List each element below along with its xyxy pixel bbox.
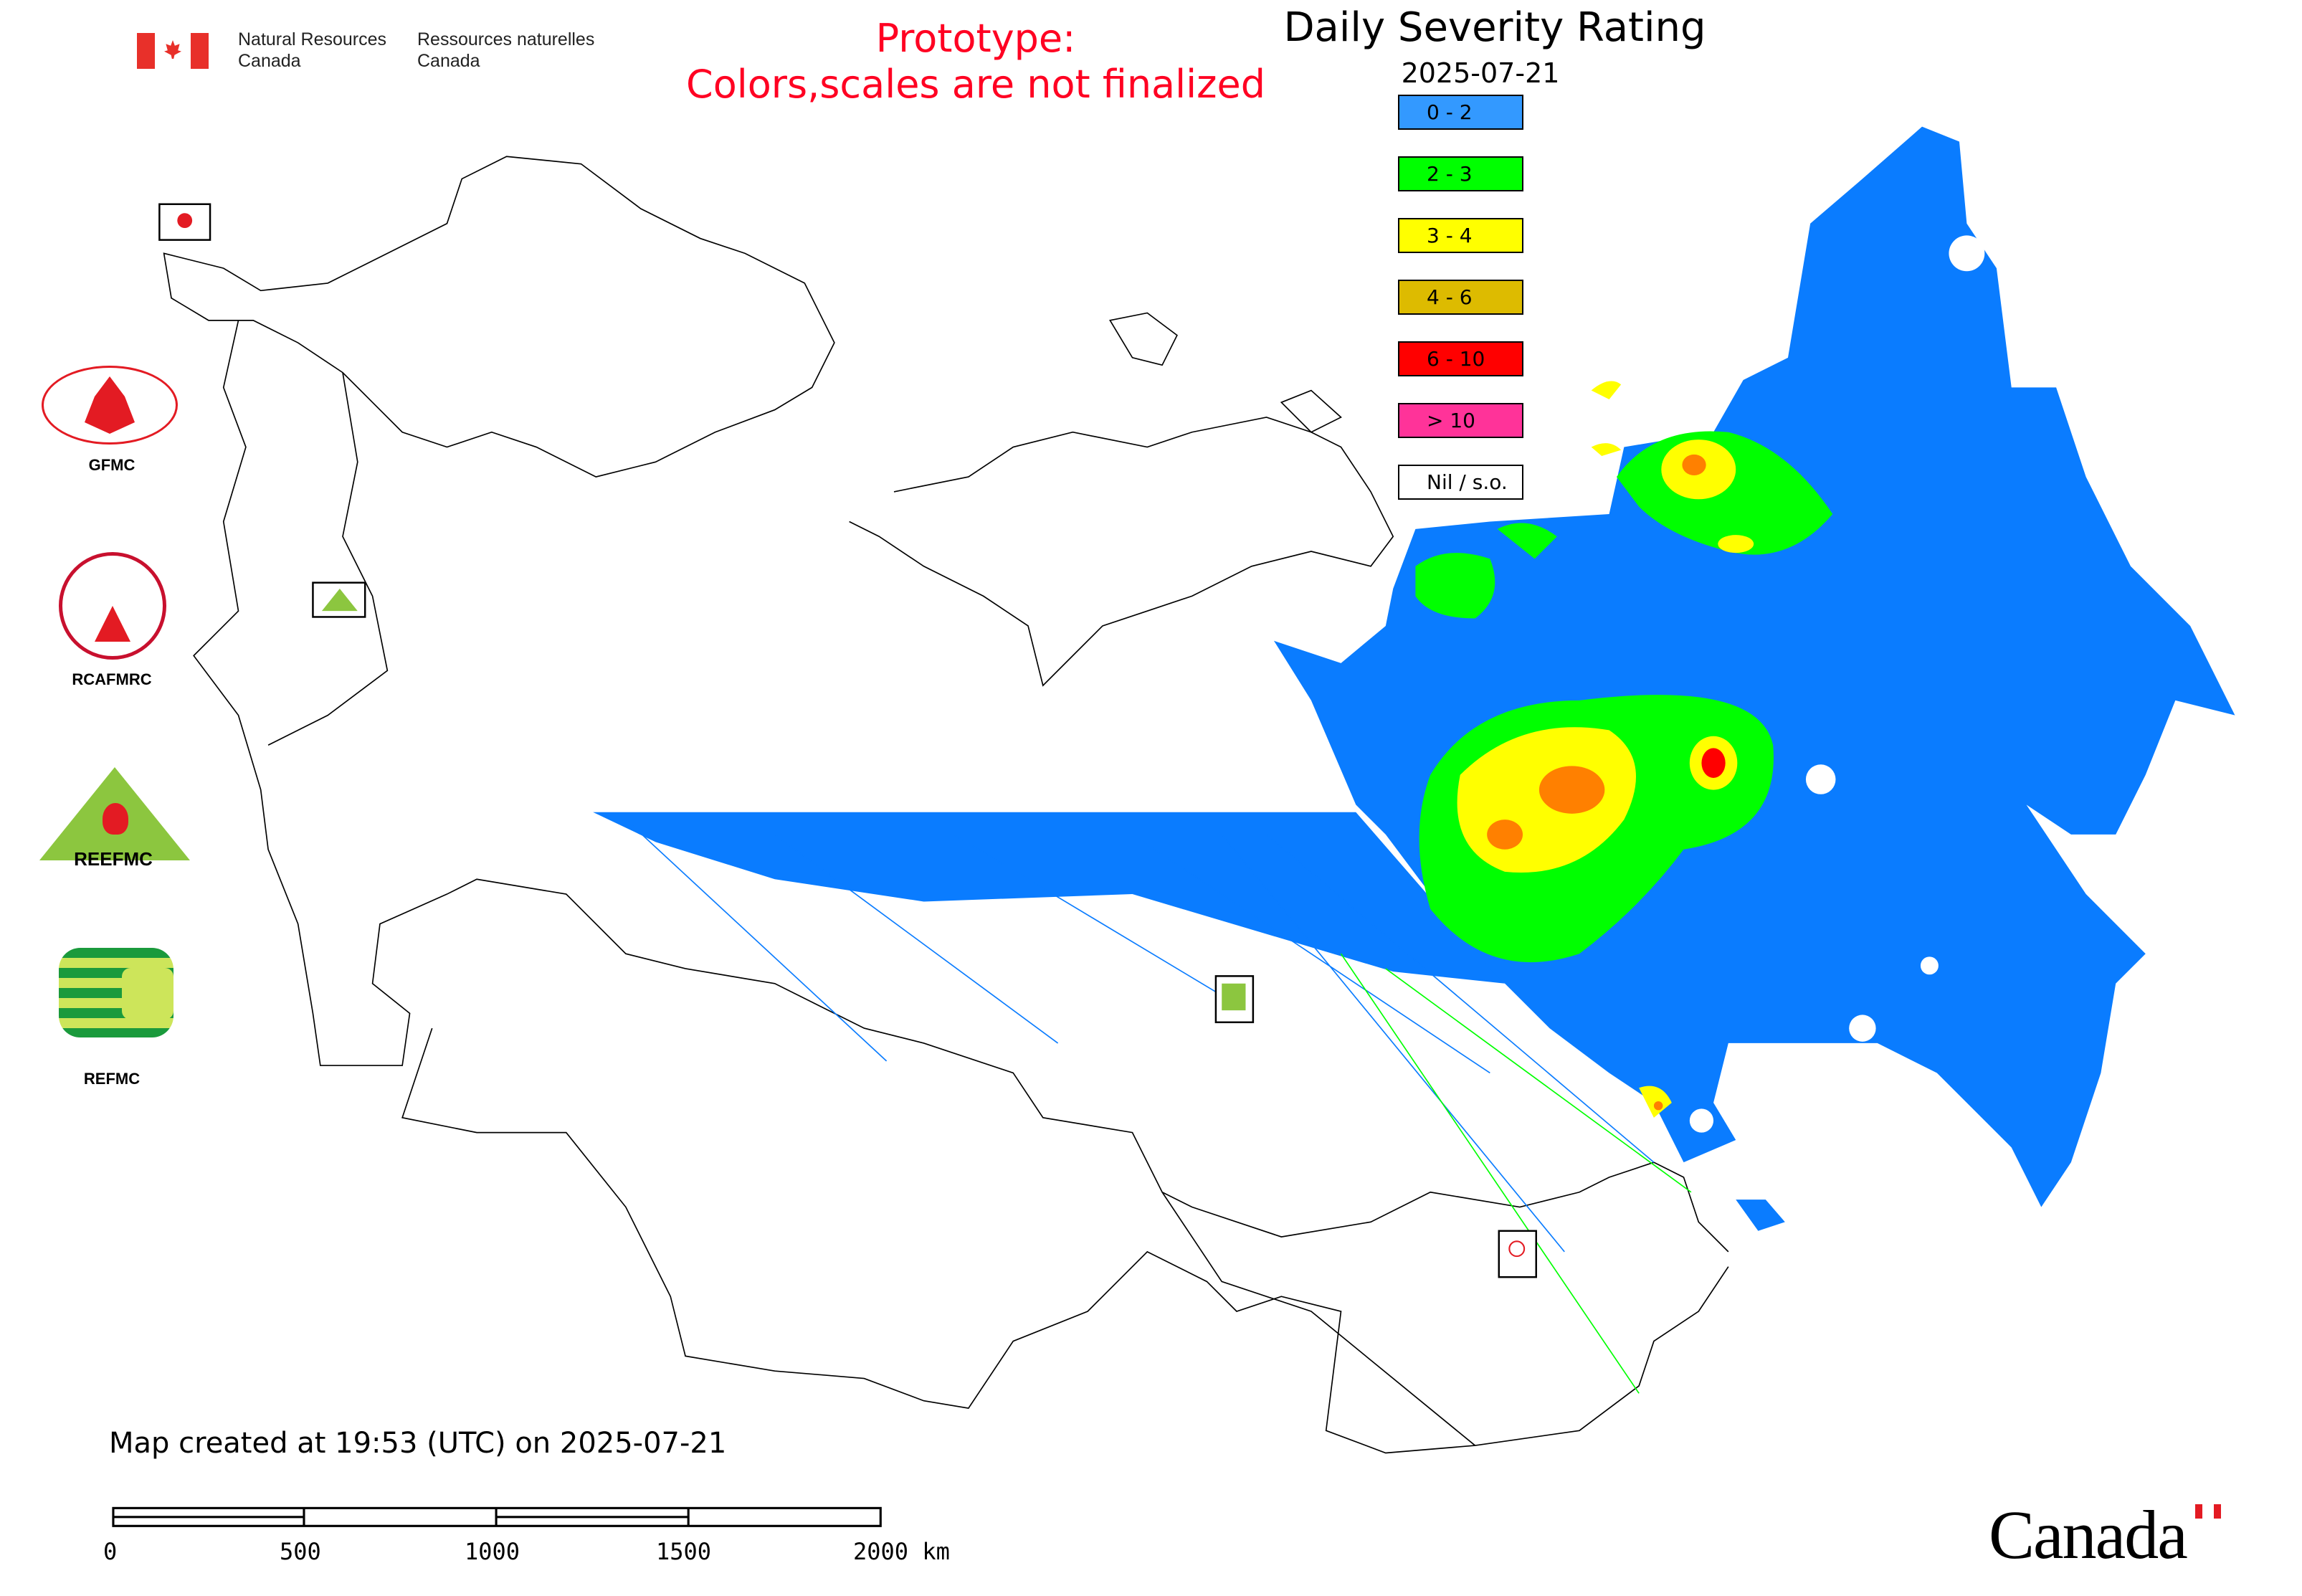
- nrcan-en-line1: Natural Resources: [238, 29, 387, 49]
- reefmc-wordmark: REEFMC: [74, 848, 153, 870]
- legend-title: Daily Severity Rating: [1283, 4, 1706, 51]
- nrcan-name-fr: Ressources naturelles Canada: [417, 29, 594, 72]
- scale-label-1000: 1000: [465, 1538, 520, 1565]
- severity-streaks: [593, 812, 1692, 1394]
- nrcan-fr-line2: Canada: [417, 51, 480, 71]
- legend-item: > 10: [1398, 403, 1523, 438]
- prototype-notice: Prototype:: [875, 16, 1076, 61]
- scale-label-2000: 2000 km: [853, 1538, 950, 1565]
- nrcan-name-en: Natural Resources Canada: [238, 29, 386, 72]
- rcafmrc-label: RCAFMRC: [72, 670, 152, 688]
- legend-item: Nil / s.o.: [1398, 465, 1523, 500]
- legend-item: 3 - 4: [1398, 218, 1523, 253]
- refmc-logo: [59, 948, 173, 1037]
- nrcan-en-line2: Canada: [238, 51, 301, 71]
- legend-date: 2025-07-21: [1401, 57, 1560, 89]
- prototype-disclaimer: Colors,scales are not finalized: [686, 62, 1265, 107]
- gfmc-label: GFMC: [88, 456, 135, 474]
- rcafmrc-logo: [59, 552, 166, 660]
- legend-item: 2 - 3: [1398, 156, 1523, 191]
- gfmc-logo: [42, 366, 182, 448]
- legend-item: 6 - 10: [1398, 341, 1523, 376]
- severity-high-regions: [1415, 381, 1833, 1118]
- map-created-timestamp: Map created at 19:53 (UTC) on 2025-07-21: [109, 1427, 727, 1460]
- scale-label-1500: 1500: [656, 1538, 712, 1565]
- nrcan-fr-line1: Ressources naturelles: [417, 29, 595, 49]
- wordmark-flag-icon: [2195, 1504, 2221, 1519]
- scale-bar: [112, 1506, 882, 1527]
- legend-item: 0 - 2: [1398, 95, 1523, 130]
- canada-wordmark: Canada: [1989, 1496, 2188, 1573]
- canada-flag-icon: [137, 33, 209, 69]
- scale-label-500: 500: [280, 1538, 321, 1565]
- country-borders: [163, 156, 1729, 1454]
- refmc-label: REFMC: [83, 1070, 141, 1088]
- reefmc-logo: [39, 767, 190, 860]
- legend-item: 4 - 6: [1398, 280, 1523, 315]
- scale-label-0: 0: [103, 1538, 118, 1565]
